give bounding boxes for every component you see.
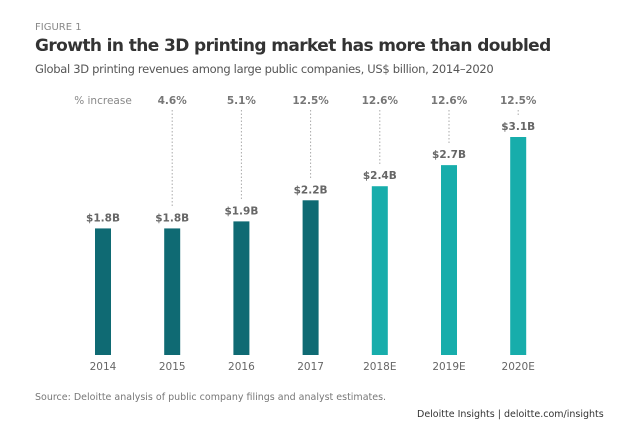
x-tick-label: 2014	[90, 361, 117, 373]
percent-increase-label: 12.5%	[292, 95, 329, 107]
x-tick-label: 2017	[297, 361, 324, 373]
x-tick-label: 2016	[228, 361, 255, 373]
x-tick-label: 2018E	[363, 361, 396, 373]
data-label: $1.8B	[155, 212, 189, 224]
bar-2019E	[441, 165, 457, 355]
data-label: $2.2B	[294, 184, 328, 196]
percent-increase-label: 12.6%	[362, 95, 399, 107]
data-label: $2.4B	[363, 170, 397, 182]
percent-increase-label: 12.5%	[500, 95, 537, 107]
percent-increase-label: 5.1%	[227, 95, 257, 107]
bar-2018E	[371, 186, 388, 355]
figure-label: FIGURE 1	[35, 22, 82, 33]
brand-credit: Deloitte Insights | deloitte.com/insight…	[417, 409, 604, 420]
bar-2015	[164, 228, 181, 355]
x-tick-label: 2020E	[502, 361, 535, 373]
chart-subtitle: Global 3D printing revenues among large …	[35, 62, 494, 76]
percent-increase-label: 4.6%	[158, 95, 188, 107]
bar-2016	[233, 221, 250, 355]
data-label: $1.8B	[86, 212, 120, 224]
bar-2020E	[510, 137, 527, 355]
data-label: $2.7B	[432, 149, 466, 161]
bar-2014	[95, 228, 111, 355]
percent-increase-label: 12.6%	[431, 95, 468, 107]
data-label: $3.1B	[501, 121, 535, 133]
data-label: $1.9B	[224, 205, 258, 217]
chart-title: Growth in the 3D printing market has mor…	[35, 36, 551, 56]
increase-header: % increase	[74, 95, 132, 107]
x-tick-label: 2019E	[432, 361, 465, 373]
bar-2017	[302, 200, 319, 355]
source-note: Source: Deloitte analysis of public comp…	[35, 392, 387, 403]
x-tick-label: 2015	[159, 361, 186, 373]
